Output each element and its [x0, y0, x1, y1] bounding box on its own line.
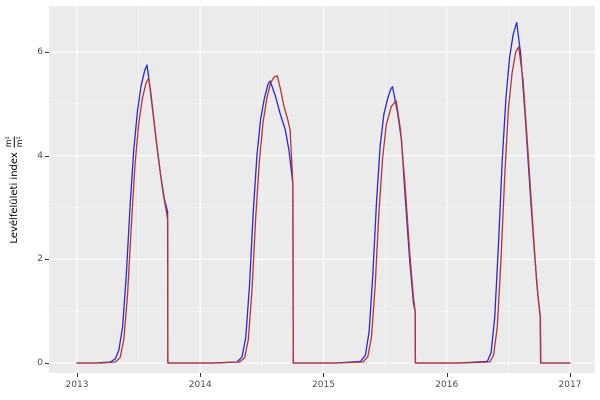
- x-tick-label: 2015: [312, 380, 335, 390]
- y-axis-tick: [45, 52, 49, 54]
- y-axis-unit-fraction: m² m²: [4, 135, 25, 147]
- x-axis-tick: [200, 373, 202, 377]
- y-tick-label: 6: [37, 47, 43, 58]
- y-axis-title: Levélfelületi index m² m²: [2, 6, 28, 373]
- plot-panel: [49, 6, 595, 373]
- y-axis-tick: [45, 362, 49, 364]
- x-tick-label: 2014: [188, 380, 212, 390]
- y-tick-label: 4: [37, 150, 43, 161]
- y-tick-label: 2: [37, 254, 43, 265]
- x-tick-label: 2017: [558, 380, 582, 390]
- x-axis-tick: [76, 373, 78, 377]
- y-axis-tick: [45, 155, 49, 157]
- y-axis-unit-numerator: m²: [4, 135, 14, 147]
- y-axis-title-text: Levélfelületi index: [9, 151, 21, 244]
- plot-area: [49, 6, 595, 373]
- x-tick-label: 2016: [435, 380, 459, 390]
- series-line-red: [76, 46, 571, 364]
- x-axis-tick: [446, 373, 448, 377]
- y-tick-label: 0: [37, 357, 43, 368]
- y-axis-unit-denominator: m²: [15, 135, 25, 147]
- x-tick-label: 2013: [65, 380, 89, 390]
- x-axis-tick: [323, 373, 325, 377]
- y-axis-tick: [45, 259, 49, 261]
- x-axis-tick: [569, 373, 571, 377]
